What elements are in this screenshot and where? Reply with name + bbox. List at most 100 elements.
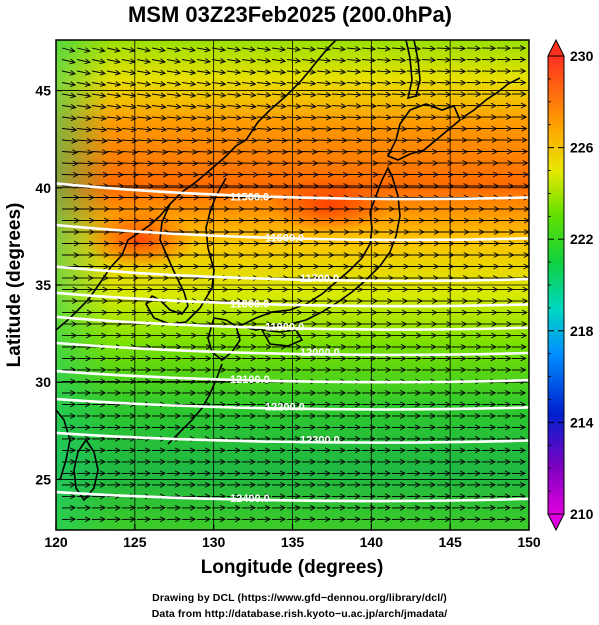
wind-arrow: [106, 129, 121, 130]
wind-arrow: [121, 140, 137, 141]
coastline-taiwan: [73, 438, 99, 502]
wind-arrow: [91, 83, 105, 85]
height-contour-label: 11900.0: [265, 322, 304, 334]
wind-arrow: [361, 83, 375, 84]
wind-arrow: [346, 117, 361, 118]
x-axis-label: Longitude (degrees): [201, 557, 384, 578]
height-contour-label: 12000.0: [300, 347, 340, 359]
map-title: MSM 03Z23Feb2025 (200.0hPa): [128, 2, 452, 27]
wind-arrow: [121, 163, 138, 164]
wind-arrow: [166, 117, 181, 118]
wind-arrow: [436, 71, 450, 72]
wind-arrow: [331, 140, 347, 141]
x-tick-label: 145: [438, 534, 462, 550]
wind-arrow: [91, 117, 106, 119]
wind-arrow: [376, 60, 390, 61]
wind-arrow: [256, 129, 272, 130]
wind-arrow: [361, 106, 376, 107]
wind-arrow: [106, 71, 120, 74]
wind-arrow: [181, 117, 196, 118]
wind-arrow: [226, 60, 240, 62]
wind-arrow: [91, 129, 106, 130]
wind-arrow: [136, 71, 150, 73]
wind-arrow: [151, 48, 165, 51]
wind-arrow: [316, 71, 330, 72]
wind-arrow: [166, 152, 182, 153]
wind-arrow: [166, 140, 182, 141]
wind-arrow: [226, 71, 240, 73]
wind-arrow: [451, 71, 465, 72]
wind-arrow: [256, 60, 270, 62]
wind-arrow: [166, 48, 180, 51]
wind-arrow: [136, 152, 152, 153]
wind-arrow: [406, 94, 421, 95]
wind-arrow: [301, 60, 315, 62]
wind-arrow: [346, 106, 361, 107]
wind-arrow: [241, 71, 255, 73]
wind-arrow: [181, 140, 197, 141]
wind-arrow: [286, 106, 301, 107]
wind-arrow: [301, 117, 316, 118]
wind-arrow: [91, 163, 108, 164]
wind-arrow: [136, 83, 150, 85]
y-tick-label: 45: [35, 83, 51, 99]
colorbar-tick-label: 222: [570, 231, 594, 247]
wind-arrow: [91, 140, 107, 141]
wind-arrow: [346, 83, 360, 84]
height-contour-line: [56, 182, 529, 201]
wind-arrow: [196, 163, 213, 164]
wind-arrow: [406, 60, 420, 61]
x-tick-label: 135: [281, 534, 305, 550]
wind-arrow: [316, 106, 331, 107]
wind-arrow: [436, 83, 451, 84]
wind-arrow: [376, 71, 390, 72]
wind-arrow: [106, 106, 121, 108]
wind-arrow: [106, 60, 120, 63]
wind-arrow: [211, 117, 226, 118]
height-contour-line: [56, 291, 529, 308]
wind-arrow: [301, 94, 316, 95]
wind-arrow: [226, 129, 241, 130]
height-contour-line: [56, 431, 529, 444]
wind-arrow: [376, 48, 390, 49]
wind-arrow: [166, 71, 180, 73]
wind-arrow: [211, 94, 226, 96]
wind-arrow: [301, 83, 315, 84]
wind-arrow: [211, 163, 228, 164]
wind-arrow: [106, 163, 123, 164]
wind-arrow: [316, 48, 330, 50]
height-contour-line: [56, 397, 529, 411]
wind-arrow: [346, 94, 361, 95]
wind-arrow: [226, 140, 242, 141]
wind-arrow: [391, 71, 405, 72]
height-contour-label: 11700.0: [300, 273, 339, 285]
colorbar-tick-label: 230: [570, 48, 594, 64]
wind-arrow: [226, 106, 241, 107]
wind-arrow: [106, 140, 122, 141]
wind-arrow: [151, 94, 166, 96]
wind-arrow: [316, 83, 330, 84]
wind-arrow: [376, 117, 391, 118]
colorbar-ticks: 210 214 218 222 226 230: [548, 48, 594, 522]
credit-drawing: Drawing by DCL (https://www.gfd−dennou.o…: [152, 592, 447, 604]
colorbar-max-triangle: [547, 38, 565, 57]
wind-vectors: [61, 48, 529, 520]
wind-arrow: [286, 152, 302, 153]
wind-arrow: [241, 94, 256, 95]
wind-arrow: [286, 129, 302, 130]
wind-arrow: [391, 83, 405, 84]
wind-arrow: [331, 129, 347, 130]
wind-arrow: [76, 152, 92, 153]
wind-arrow: [211, 140, 227, 141]
wind-arrow: [286, 83, 300, 84]
wind-arrow: [346, 140, 362, 141]
wind-arrow: [301, 71, 315, 72]
wind-arrow: [121, 71, 135, 73]
wind-arrow: [166, 163, 183, 164]
wind-arrow: [76, 140, 92, 141]
wind-arrow: [76, 117, 91, 119]
wind-arrow: [331, 117, 346, 118]
colorbar-tick-label: 218: [570, 323, 594, 339]
wind-arrow: [286, 117, 301, 118]
wind-arrow: [316, 60, 330, 61]
